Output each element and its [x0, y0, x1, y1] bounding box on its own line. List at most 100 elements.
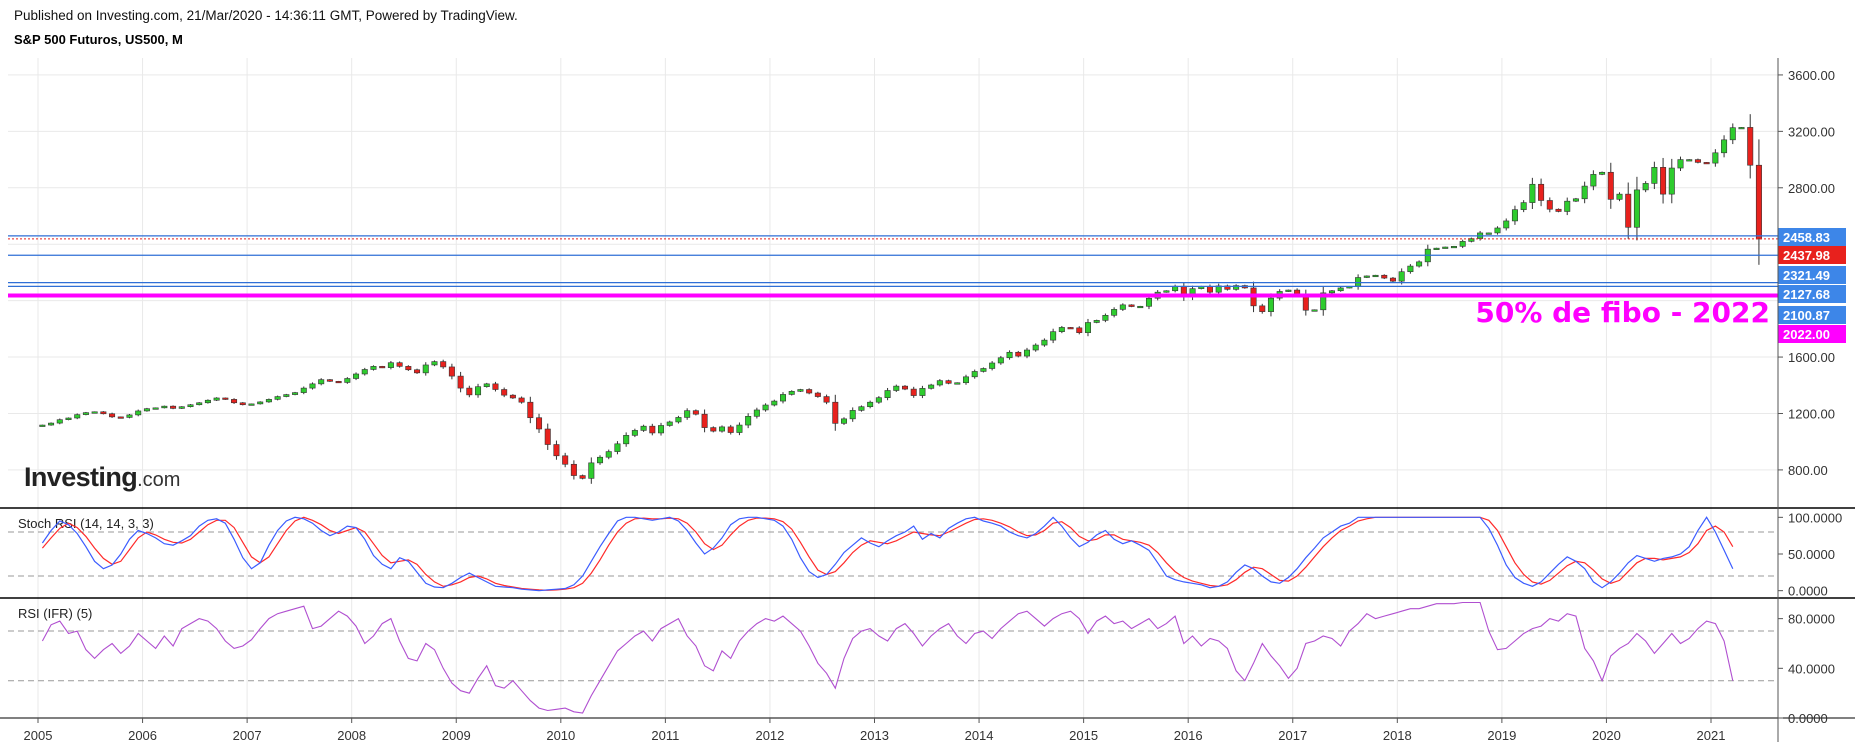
candle-down [1660, 167, 1667, 195]
candle-up [1651, 167, 1658, 184]
candle-up [1511, 209, 1518, 222]
candle-up [1599, 171, 1606, 175]
x-tick-label: 2016 [1174, 728, 1203, 743]
candle-up [1564, 200, 1571, 212]
candle-up [1729, 127, 1736, 141]
price-tick-label: 1600.00 [1788, 350, 1835, 365]
price-tick-label: 2800.00 [1788, 181, 1835, 196]
candle-up [1642, 183, 1649, 191]
candle-down [1206, 286, 1213, 293]
candle-down [326, 379, 333, 382]
candle-up [1328, 290, 1335, 294]
level-label: 2022.00 [1783, 327, 1830, 342]
candle-up [605, 451, 612, 458]
candle-up [161, 405, 168, 409]
level-label: 2100.87 [1783, 308, 1830, 323]
candle-up [1093, 320, 1100, 323]
candle-down [570, 463, 577, 476]
candle-down [901, 385, 908, 390]
candle-down [1067, 327, 1074, 330]
symbol-title: S&P 500 Futuros, US500, M [14, 32, 183, 47]
candle-up [1163, 290, 1170, 293]
candle-up [780, 394, 787, 402]
candle-up [762, 404, 769, 411]
x-tick-label: 2018 [1383, 728, 1412, 743]
candle-up [1119, 304, 1126, 310]
stoch-tick-label: 0.0000 [1788, 584, 1828, 599]
candle-up [867, 401, 874, 408]
stoch-title: Stoch RSI (14, 14, 3, 3) [18, 516, 154, 531]
candle-up [971, 371, 978, 378]
candle-up [344, 378, 351, 383]
x-tick-label: 2007 [233, 728, 262, 743]
price-tick-label: 800.00 [1788, 463, 1828, 478]
candle-down [527, 401, 534, 419]
candle-up [1337, 287, 1344, 292]
candle-up [797, 389, 804, 392]
candle-up [1494, 227, 1501, 234]
candle-up [196, 402, 203, 406]
candle-up [178, 406, 185, 409]
candle-up [274, 396, 281, 400]
candle-down [1703, 162, 1710, 165]
candle-up [1041, 339, 1048, 346]
candle-up [1416, 261, 1423, 267]
candle-up [1572, 198, 1579, 202]
candle-up [1233, 285, 1240, 290]
candle-up [919, 388, 926, 396]
candle-up [1712, 152, 1719, 164]
candle-up [1616, 193, 1623, 200]
x-tick-label: 2010 [546, 728, 575, 743]
candle-down [405, 366, 412, 371]
candle-up [614, 443, 621, 452]
candle-up [753, 409, 760, 417]
candle-up [387, 362, 394, 368]
candle-down [692, 410, 699, 415]
candle-up [1372, 274, 1379, 278]
candle-up [1677, 159, 1684, 169]
candle-down [1694, 159, 1701, 163]
price-tick-label: 1200.00 [1788, 406, 1835, 421]
candle-down [1538, 183, 1545, 201]
candle-down [806, 389, 813, 394]
rsi-line [41, 601, 1734, 714]
candle-down [710, 427, 717, 432]
candle-down [945, 380, 952, 384]
published-header: Published on Investing.com, 21/Mar/2020 … [14, 8, 518, 23]
candle-up [1145, 297, 1152, 307]
stoch-d-line [41, 516, 1734, 591]
candle-down [1607, 171, 1614, 200]
level-label: 2458.83 [1783, 230, 1830, 245]
candle-up [1267, 297, 1274, 312]
candle-up [187, 404, 194, 408]
candle-down [1128, 304, 1135, 307]
candle-up [666, 421, 673, 426]
candle-down [414, 369, 421, 374]
level-label-box [1778, 285, 1846, 303]
candle-down [117, 416, 124, 419]
candle-up [1006, 351, 1013, 359]
candle-up [204, 399, 211, 404]
candle-up [1520, 202, 1527, 210]
candle-down [1381, 274, 1388, 279]
candle-up [1058, 327, 1065, 332]
candle-down [239, 402, 246, 406]
rsi-tick-label: 80.0000 [1788, 612, 1835, 627]
candle-up [631, 430, 638, 436]
candle-down [1755, 164, 1762, 240]
candle-down [448, 366, 455, 377]
candle-up [1050, 331, 1057, 341]
rsi-tick-label: 40.0000 [1788, 661, 1835, 676]
candle-up [1468, 238, 1475, 242]
candle-up [954, 382, 961, 385]
candle-up [980, 368, 987, 372]
candle-up [292, 392, 299, 395]
candle-up [1407, 265, 1414, 273]
candle-up [893, 385, 900, 391]
candle-down [440, 361, 447, 368]
level-label-box [1778, 306, 1846, 324]
candle-up [1032, 344, 1039, 351]
candle-down [562, 455, 569, 465]
